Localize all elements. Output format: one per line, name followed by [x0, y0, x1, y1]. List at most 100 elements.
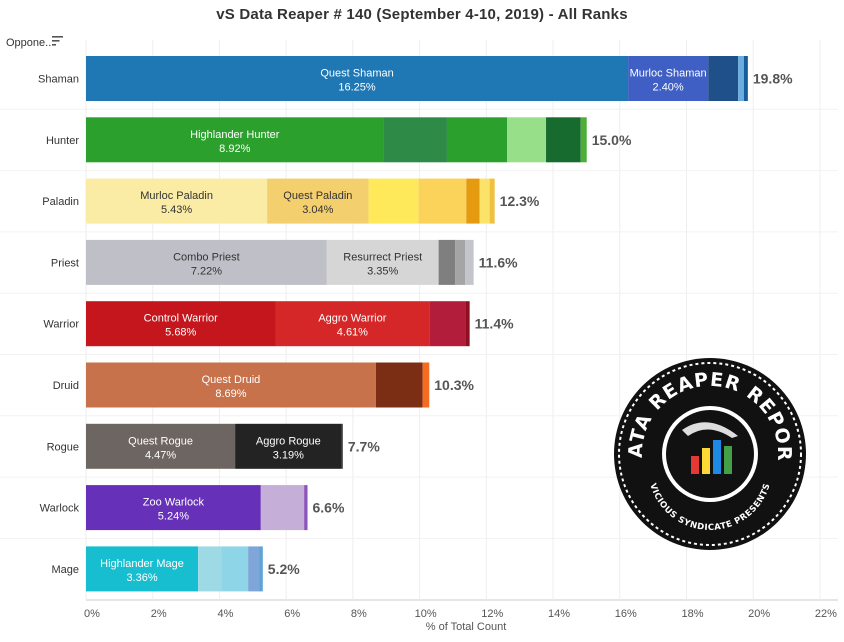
- bar-segment[interactable]: [422, 362, 430, 408]
- sort-icon[interactable]: [52, 36, 64, 46]
- bar-segment[interactable]: [429, 301, 466, 347]
- bar-segment[interactable]: [260, 485, 305, 531]
- bar-segment[interactable]: [455, 239, 466, 285]
- chart-title: vS Data Reaper # 140 (September 4-10, 20…: [216, 6, 628, 23]
- segment-name-label: Quest Paladin: [283, 190, 352, 202]
- segment-value-label: 7.22%: [191, 265, 222, 277]
- segment-value-label: 5.68%: [165, 327, 196, 339]
- bar-segment[interactable]: [86, 546, 199, 592]
- bar-segment[interactable]: [86, 56, 629, 101]
- total-label: 19.8%: [753, 71, 793, 87]
- category-label: Rogue: [47, 441, 79, 453]
- bar-segment[interactable]: [580, 117, 587, 163]
- segment-value-label: 4.61%: [337, 327, 368, 339]
- category-label: Paladin: [42, 196, 79, 208]
- total-label: 11.4%: [475, 316, 514, 332]
- segment-value-label: 16.25%: [338, 82, 376, 94]
- bar-segment[interactable]: [375, 362, 423, 408]
- x-axis-label: % of Total Count: [425, 621, 507, 633]
- bar-segment[interactable]: [466, 178, 480, 224]
- bar-segment[interactable]: [86, 485, 261, 531]
- category-label: Hunter: [46, 135, 79, 147]
- bar-segment[interactable]: [86, 239, 327, 285]
- segment-value-label: 3.04%: [302, 204, 333, 216]
- segment-name-label: Aggro Warrior: [318, 313, 386, 325]
- segment-value-label: 8.69%: [215, 388, 246, 400]
- bar-segment[interactable]: [248, 546, 260, 592]
- bar-segment[interactable]: [465, 239, 474, 285]
- bar-segment[interactable]: [446, 117, 508, 163]
- x-tick-label: 16%: [615, 608, 637, 620]
- segment-value-label: 3.36%: [126, 572, 157, 584]
- total-label: 6.6%: [313, 500, 345, 516]
- segment-name-label: Quest Druid: [202, 374, 261, 386]
- bar-segment[interactable]: [326, 239, 439, 285]
- segment-value-label: 2.40%: [653, 82, 684, 94]
- x-tick-label: 8%: [351, 608, 367, 620]
- bar-segment[interactable]: [86, 117, 384, 163]
- bar-segment[interactable]: [546, 117, 581, 163]
- bar-segment[interactable]: [275, 301, 430, 347]
- bar-segment[interactable]: [267, 178, 369, 224]
- segment-value-label: 3.35%: [367, 265, 398, 277]
- bar-segment[interactable]: [86, 178, 268, 224]
- total-label: 7.7%: [348, 438, 380, 454]
- x-tick-label: 20%: [748, 608, 770, 620]
- category-label: Shaman: [38, 74, 79, 86]
- segment-name-label: Highlander Mage: [100, 558, 184, 570]
- bar-segment[interactable]: [221, 546, 249, 592]
- x-tick-label: 4%: [217, 608, 233, 620]
- segment-name-label: Murloc Paladin: [140, 190, 213, 202]
- category-label: Warrior: [43, 319, 79, 331]
- segment-name-label: Zoo Warlock: [143, 497, 205, 509]
- category-label: Priest: [51, 257, 79, 269]
- x-tick-label: 0%: [84, 608, 100, 620]
- data-reaper-report-logo: DATA REAPER REPORT VICIOUS SYNDICATE PRE…: [612, 356, 806, 550]
- segment-value-label: 5.24%: [158, 511, 189, 523]
- bar-segment[interactable]: [438, 239, 456, 285]
- x-tick-label: 22%: [815, 608, 837, 620]
- segment-value-label: 5.43%: [161, 204, 192, 216]
- segment-name-label: Quest Rogue: [128, 435, 193, 447]
- total-label: 12.3%: [500, 193, 540, 209]
- total-label: 10.3%: [434, 377, 474, 393]
- segment-name-label: Aggro Rogue: [256, 435, 321, 447]
- total-label: 5.2%: [268, 561, 300, 577]
- segment-value-label: 8.92%: [219, 143, 250, 155]
- x-tick-label: 6%: [284, 608, 300, 620]
- bar-segment[interactable]: [259, 546, 263, 592]
- bar-segment[interactable]: [743, 56, 748, 101]
- segment-name-label: Combo Priest: [173, 251, 240, 263]
- segment-value-label: 4.47%: [145, 449, 176, 461]
- bar-segment[interactable]: [418, 178, 467, 224]
- bar-segment[interactable]: [235, 423, 342, 469]
- bar-segment[interactable]: [383, 117, 447, 163]
- x-tick-label: 18%: [681, 608, 703, 620]
- x-tick-label: 12%: [481, 608, 503, 620]
- bar-segment[interactable]: [479, 178, 490, 224]
- total-label: 15.0%: [592, 132, 632, 148]
- bar-segment[interactable]: [738, 56, 744, 101]
- x-tick-label: 14%: [548, 608, 570, 620]
- bar-segment[interactable]: [198, 546, 222, 592]
- bar-segment[interactable]: [628, 56, 709, 101]
- bar-segment[interactable]: [86, 423, 236, 469]
- total-label: 11.6%: [479, 254, 518, 270]
- bar-segment[interactable]: [368, 178, 419, 224]
- bars: [86, 56, 748, 592]
- bar-segment[interactable]: [507, 117, 547, 163]
- bar-segment[interactable]: [465, 301, 470, 347]
- bar-segment[interactable]: [86, 301, 276, 347]
- bar-segment[interactable]: [304, 485, 308, 531]
- segment-name-label: Highlander Hunter: [190, 129, 280, 141]
- bar-segment[interactable]: [489, 178, 495, 224]
- x-tick-label: 2%: [151, 608, 167, 620]
- segment-value-label: 3.19%: [273, 449, 304, 461]
- segment-name-label: Resurrect Priest: [343, 251, 422, 263]
- bar-segment[interactable]: [86, 362, 376, 408]
- bar-segment[interactable]: [708, 56, 739, 101]
- opponent-column-header[interactable]: Oppone..: [6, 37, 52, 49]
- bar-segment[interactable]: [341, 423, 343, 469]
- category-label: Mage: [51, 564, 79, 576]
